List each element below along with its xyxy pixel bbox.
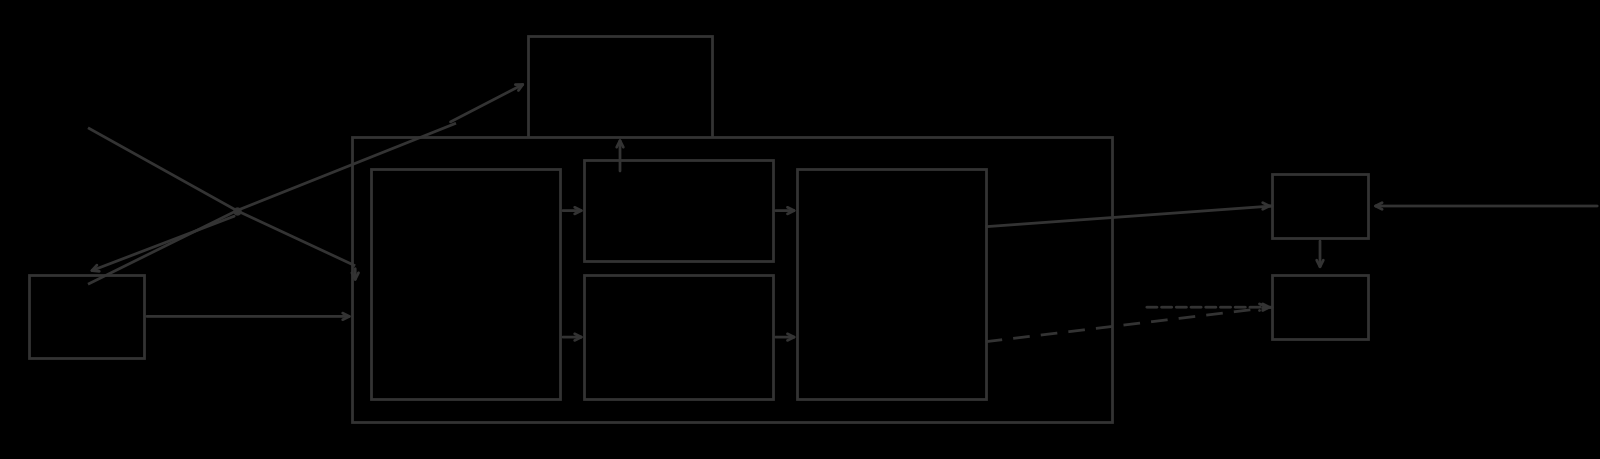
Bar <box>797 170 986 399</box>
Bar <box>1272 174 1368 239</box>
Bar <box>371 170 560 399</box>
Bar <box>352 138 1112 422</box>
Bar <box>584 275 773 399</box>
Bar <box>29 275 144 358</box>
Bar <box>528 37 712 174</box>
Bar <box>1272 275 1368 340</box>
Bar <box>584 161 773 262</box>
